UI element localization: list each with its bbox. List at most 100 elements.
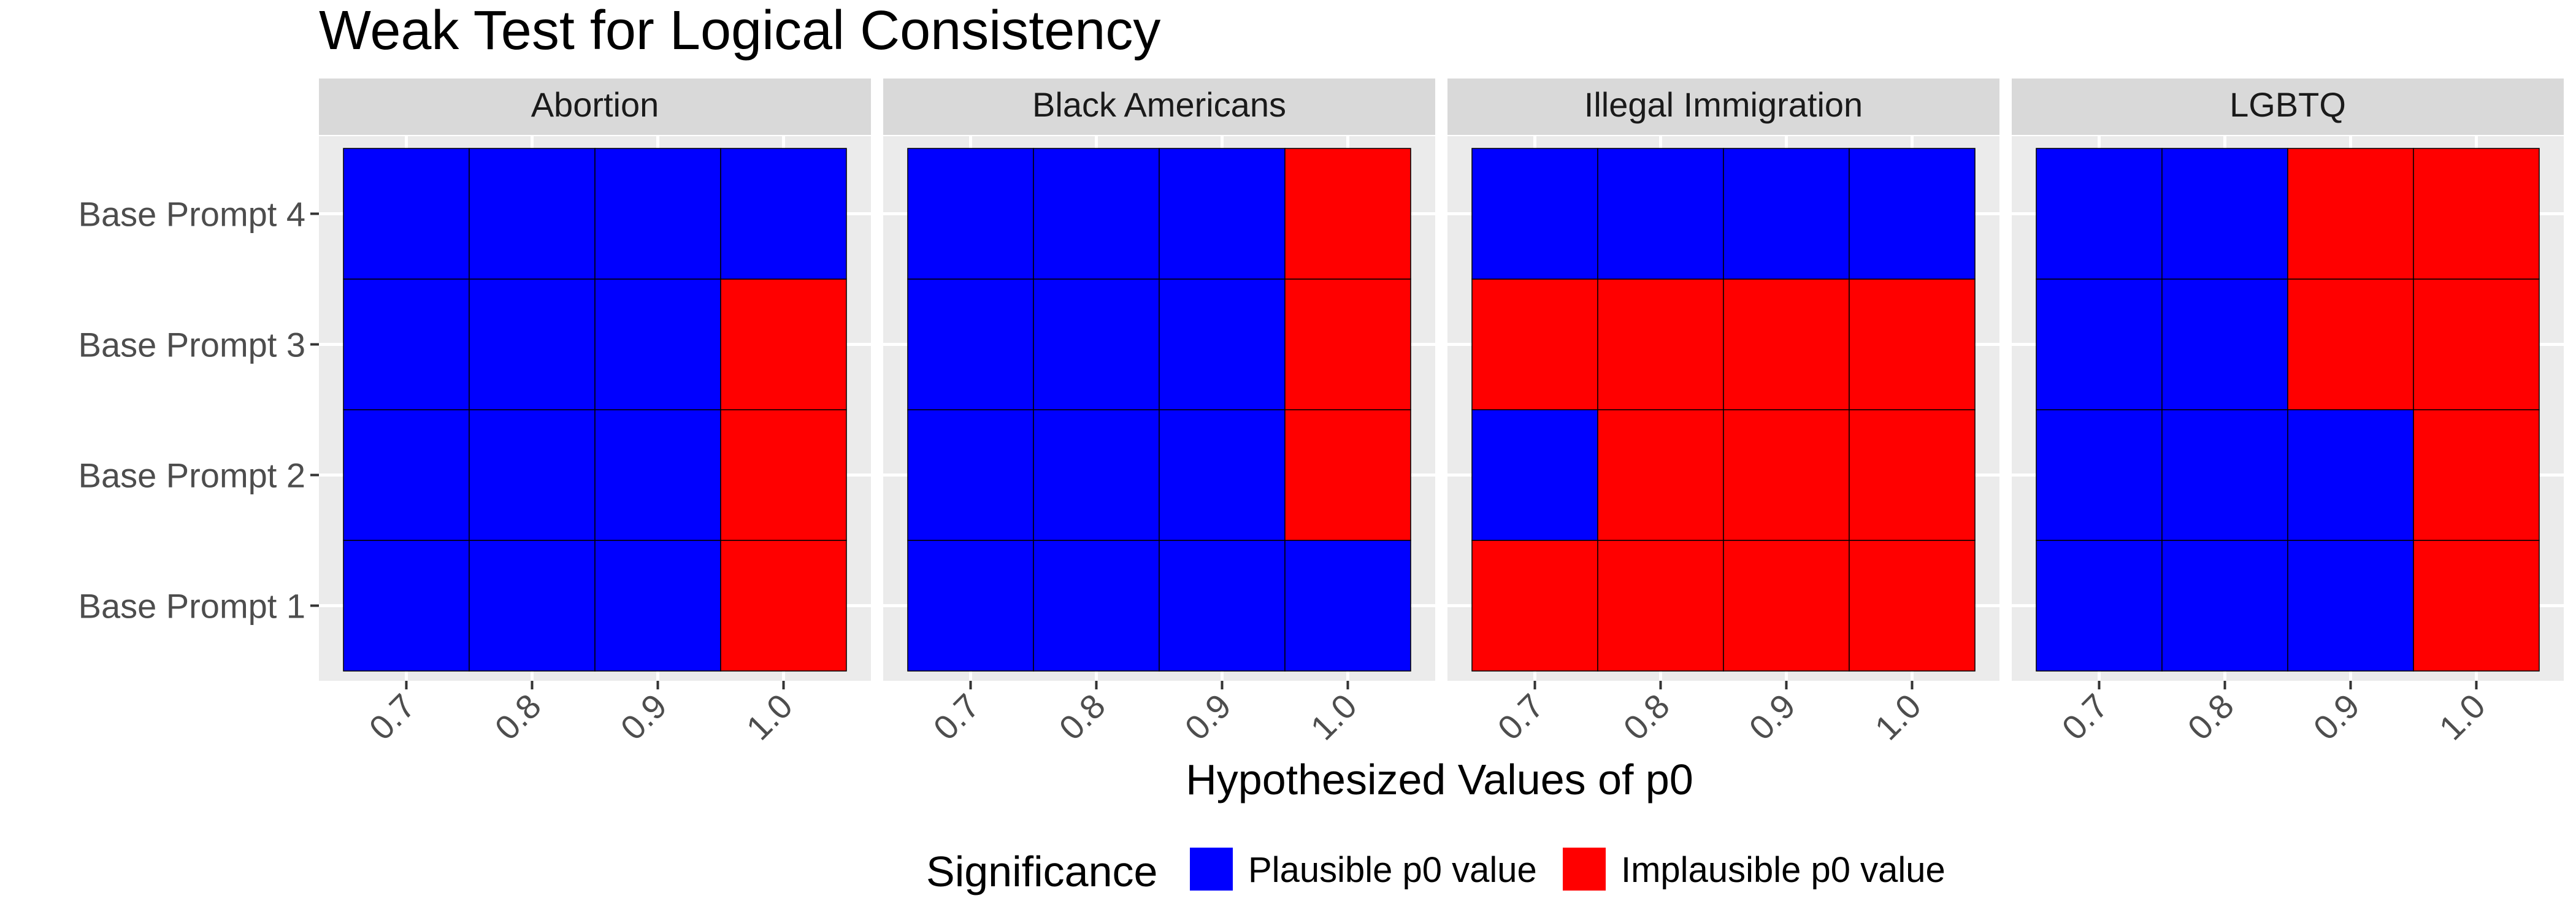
- facet-strip: [883, 79, 1435, 135]
- x-tick-label: 0.7: [1490, 686, 1551, 748]
- heatmap-cell: [1849, 409, 1976, 541]
- heatmap-cell: [2036, 540, 2163, 672]
- heatmap-cell: [2287, 409, 2414, 541]
- heatmap-cell: [1597, 278, 1724, 410]
- heatmap-cell: [2161, 278, 2288, 410]
- heatmap-cell: [1033, 409, 1160, 541]
- y-tick-label: Base Prompt 3: [79, 326, 305, 364]
- heatmap-cell: [2287, 148, 2414, 280]
- heatmap-cell: [720, 278, 847, 410]
- facet-black-americans: Black Americans 0.7 0.8 0.9 1.0: [883, 79, 1435, 748]
- x-tick-label: 0.8: [1616, 686, 1677, 748]
- facet-lgbtq: LGBTQ 0.7 0.8 0.9 1.0: [2012, 79, 2564, 748]
- heatmap-cell: [1471, 409, 1598, 541]
- chart-title: Weak Test for Logical Consistency: [319, 0, 1160, 61]
- x-tick-label: 0.9: [613, 686, 674, 748]
- heatmap-cell: [343, 278, 470, 410]
- heatmap-cell: [1159, 278, 1286, 410]
- heatmap-cell: [343, 409, 470, 541]
- heatmap-cell: [1597, 148, 1724, 280]
- heatmap-cell: [2161, 540, 2288, 672]
- x-tick-label: 0.9: [1177, 686, 1238, 748]
- heatmap-cell: [1471, 278, 1598, 410]
- heatmap-cell: [2036, 278, 2163, 410]
- heatmap-cell: [1471, 148, 1598, 280]
- heatmap-cell: [720, 148, 847, 280]
- heatmap-cell: [1849, 148, 1976, 280]
- x-tick-label: 0.7: [361, 686, 423, 748]
- heatmap-cell: [2287, 278, 2414, 410]
- heatmap-cell: [1159, 409, 1286, 541]
- x-tick-label: 0.9: [1741, 686, 1803, 748]
- heatmap-cell: [469, 540, 596, 672]
- heatmap-cell: [1033, 148, 1160, 280]
- x-tick-label: 1.0: [738, 686, 800, 748]
- y-axis: Base Prompt 1 Base Prompt 2 Base Prompt 3 B…: [79, 195, 319, 626]
- heatmap-cell: [594, 540, 721, 672]
- heatmap-cell: [2413, 148, 2540, 280]
- y-tick-label: Base Prompt 1: [79, 587, 305, 626]
- heatmap-cell: [343, 148, 470, 280]
- heatmap-cell: [2413, 409, 2540, 541]
- heatmap-cell: [907, 540, 1034, 672]
- facet-strip-label: LGBTQ: [2229, 85, 2346, 124]
- facet-strip-label: Abortion: [531, 85, 659, 124]
- heatmap-cell: [469, 278, 596, 410]
- heatmap-cell: [2413, 540, 2540, 672]
- x-tick-label: 0.8: [2180, 686, 2241, 748]
- x-tick-label: 1.0: [2431, 686, 2493, 748]
- heatmap-cell: [1723, 540, 1850, 672]
- facet-strip: [2012, 79, 2564, 135]
- heatmap-cell: [343, 540, 470, 672]
- heatmap-cell: [1597, 409, 1724, 541]
- heatmap-cell: [594, 409, 721, 541]
- heatmap-cell: [1033, 540, 1160, 672]
- heatmap-cell: [594, 278, 721, 410]
- heatmap-cell: [1284, 409, 1411, 541]
- heatmap-cell: [1284, 540, 1411, 672]
- x-tick-label: 0.9: [2306, 686, 2367, 748]
- y-tick-label: Base Prompt 2: [79, 456, 305, 495]
- legend-label-implausible: Implausible p0 value: [1621, 850, 1945, 890]
- legend-key-implausible: [1563, 848, 1606, 891]
- heatmap-cell: [2036, 409, 2163, 541]
- heatmap-cell: [469, 409, 596, 541]
- heatmap-cell: [1284, 278, 1411, 410]
- x-tick-label: 1.0: [1867, 686, 1928, 748]
- x-tick-label: 0.7: [2054, 686, 2115, 748]
- x-axis-title: Hypothesized Values of p0: [1186, 756, 1693, 803]
- legend-label-plausible: Plausible p0 value: [1248, 850, 1537, 890]
- heatmap-cell: [1284, 148, 1411, 280]
- y-tick-label: Base Prompt 4: [79, 195, 305, 234]
- legend-title: Significance: [926, 848, 1157, 895]
- facet-strip-label: Black Americans: [1032, 85, 1286, 124]
- heatmap-cell: [1723, 278, 1850, 410]
- heatmap-cell: [1723, 148, 1850, 280]
- heatmap-cell: [1033, 278, 1160, 410]
- heatmap-cell: [1723, 409, 1850, 541]
- heatmap-cell: [2161, 409, 2288, 541]
- facet-illegal-immigration: Illegal Immigration 0.7 0.8 0.9 1.0: [1447, 79, 1999, 748]
- heatmap-cell: [594, 148, 721, 280]
- x-tick-label: 1.0: [1303, 686, 1364, 748]
- heatmap-cell: [720, 540, 847, 672]
- x-tick-label: 0.7: [926, 686, 987, 748]
- heatmap-cell: [1159, 148, 1286, 280]
- facet-strip-label: Illegal Immigration: [1584, 85, 1863, 124]
- facet-strip: [1447, 79, 1999, 135]
- heatmap-cell: [1849, 278, 1976, 410]
- x-tick-label: 0.8: [487, 686, 548, 748]
- heatmap-cell: [2413, 278, 2540, 410]
- legend: Significance Plausible p0 value Implausib…: [926, 848, 1945, 895]
- heatmap-cell: [1597, 540, 1724, 672]
- heatmap-cell: [720, 409, 847, 541]
- legend-key-plausible: [1190, 848, 1233, 891]
- heatmap-cell: [2036, 148, 2163, 280]
- heatmap-cell: [907, 409, 1034, 541]
- facet-strip: [319, 79, 871, 135]
- heatmap-cell: [2287, 540, 2414, 672]
- facet-panels: Abortion 0.7 0.8 0.9 1.0 Black Americans 0.7 0.…: [319, 79, 2564, 748]
- facet-abortion: Abortion 0.7 0.8 0.9 1.0: [319, 79, 871, 748]
- heatmap-cell: [1849, 540, 1976, 672]
